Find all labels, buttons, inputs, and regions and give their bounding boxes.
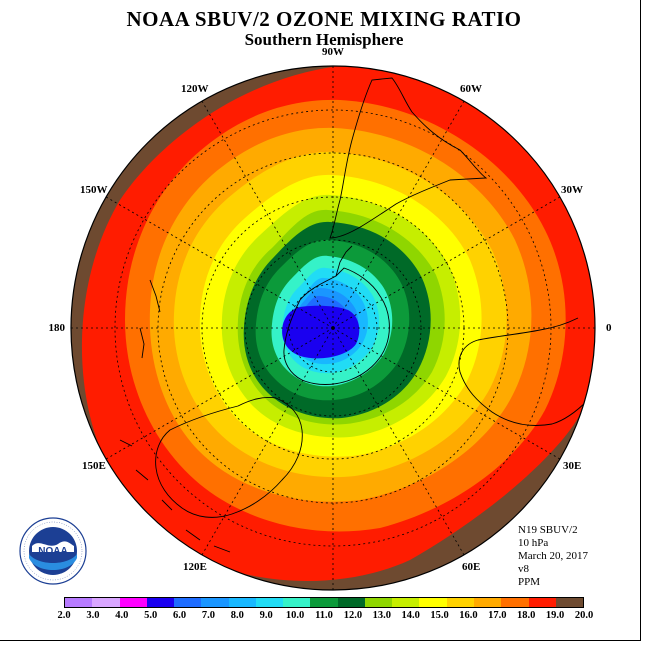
color-scale-tick: 12.0 — [343, 610, 363, 621]
map-title: NOAA SBUV/2 OZONE MIXING RATIO — [126, 7, 522, 31]
meridian-lines — [71, 66, 595, 590]
color-scale-bar — [64, 597, 584, 608]
africa-outline — [458, 317, 589, 426]
color-scale-tick: 7.0 — [201, 610, 215, 621]
longitude-label-60e: 60E — [462, 561, 481, 574]
antarctica-outline — [283, 267, 390, 385]
color-bin-18 — [555, 598, 584, 607]
color-bin-7 — [255, 598, 284, 607]
color-bin-5 — [201, 598, 229, 607]
contour-band-5 — [282, 305, 360, 359]
color-bin-13 — [419, 598, 447, 607]
longitude-label-90w: 90W — [322, 46, 344, 58]
noaa-logo: NOAA — [19, 517, 87, 585]
longitude-label-120w: 120W — [181, 82, 209, 95]
color-bin-9 — [310, 598, 338, 607]
logo-text: NOAA — [38, 546, 67, 557]
color-scale-tick: 4.0 — [115, 610, 129, 621]
longitude-label-180: 180 — [48, 322, 66, 334]
meridian-60w — [332, 100, 465, 329]
units-label: PPM — [518, 576, 541, 588]
color-scale-tick: 5.0 — [144, 610, 158, 621]
color-scale-tick: 17.0 — [488, 610, 507, 621]
color-bin-15 — [473, 598, 502, 607]
date-label: March 20, 2017 — [518, 550, 588, 562]
meridian-120e — [201, 327, 334, 556]
meridian-30w — [332, 196, 561, 329]
color-bin-11 — [364, 598, 393, 607]
figure-frame — [0, 0, 641, 641]
color-bin-6 — [228, 598, 256, 607]
meridian-150e — [105, 327, 334, 460]
longitude-label-60w: 60W — [460, 82, 482, 95]
islands-outline — [119, 439, 231, 553]
longitude-label-150w: 150W — [79, 184, 108, 196]
color-bin-12 — [392, 598, 420, 607]
longitude-label-0: 0 — [606, 322, 612, 334]
color-bin-10 — [337, 598, 365, 607]
meridian-150w — [105, 196, 334, 329]
color-scale-tick: 2.0 — [57, 610, 71, 621]
color-scale-tick: 8.0 — [230, 610, 244, 621]
color-bin-14 — [446, 598, 474, 607]
color-bin-2 — [119, 598, 147, 607]
color-bin-17 — [528, 598, 556, 607]
antarctic-peninsula-outline — [335, 245, 353, 277]
longitude-label-150e: 150E — [81, 460, 106, 472]
color-scale-tick: 15.0 — [430, 610, 449, 621]
color-scale-tick: 10.0 — [285, 610, 305, 621]
color-scale-tick: 20.0 — [574, 610, 594, 621]
south-america-outline — [329, 77, 488, 239]
color-scale-tick: 3.0 — [86, 610, 100, 621]
color-bin-1 — [92, 598, 120, 607]
color-bin-16 — [501, 598, 529, 607]
latitude-circle-80s — [288, 283, 378, 373]
color-bin-4 — [174, 598, 202, 607]
color-bin-3 — [146, 598, 175, 607]
pressure-level-label: 10 hPa — [518, 537, 549, 549]
color-bin-0 — [65, 598, 93, 607]
longitude-label-120e: 120E — [183, 561, 207, 574]
color-scale-tick: 18.0 — [517, 610, 536, 621]
color-scale-tick: 9.0 — [259, 610, 273, 621]
australia-outline — [155, 397, 303, 518]
map-border — [70, 65, 596, 591]
color-scale-tick: 19.0 — [545, 610, 565, 621]
new-zealand-outline — [139, 279, 161, 359]
latitude-circle-40s — [114, 109, 552, 547]
meridian-120w — [201, 100, 334, 329]
color-scale-ticks: 2.0 3.0 4.0 5.0 6.0 7.0 8.0 9.0 10.0 11.0 12.0 13.0… — [0, 610, 648, 626]
longitude-label-30e: 30E — [563, 460, 582, 472]
color-bin-8 — [283, 598, 311, 607]
metadata-block: N19 SBUV/2 10 hPa March 20, 2017 v8 PPM — [518, 524, 588, 589]
meridian-30e — [332, 327, 561, 460]
latitude-circle-70s — [244, 239, 422, 417]
color-scale-tick: 6.0 — [172, 610, 187, 621]
map-subtitle: Southern Hemisphere — [244, 30, 404, 49]
satellite-label: N19 SBUV/2 — [518, 524, 578, 536]
color-scale-tick: 13.0 — [372, 610, 391, 621]
color-scale-tick: 11.0 — [315, 610, 333, 621]
color-scale-tick: 16.0 — [459, 610, 478, 621]
coastlines — [119, 77, 589, 553]
version-label: v8 — [518, 563, 529, 575]
meridian-60e — [332, 327, 465, 556]
color-scale-tick: 14.0 — [401, 610, 420, 621]
longitude-label-30w: 30W — [561, 184, 584, 196]
